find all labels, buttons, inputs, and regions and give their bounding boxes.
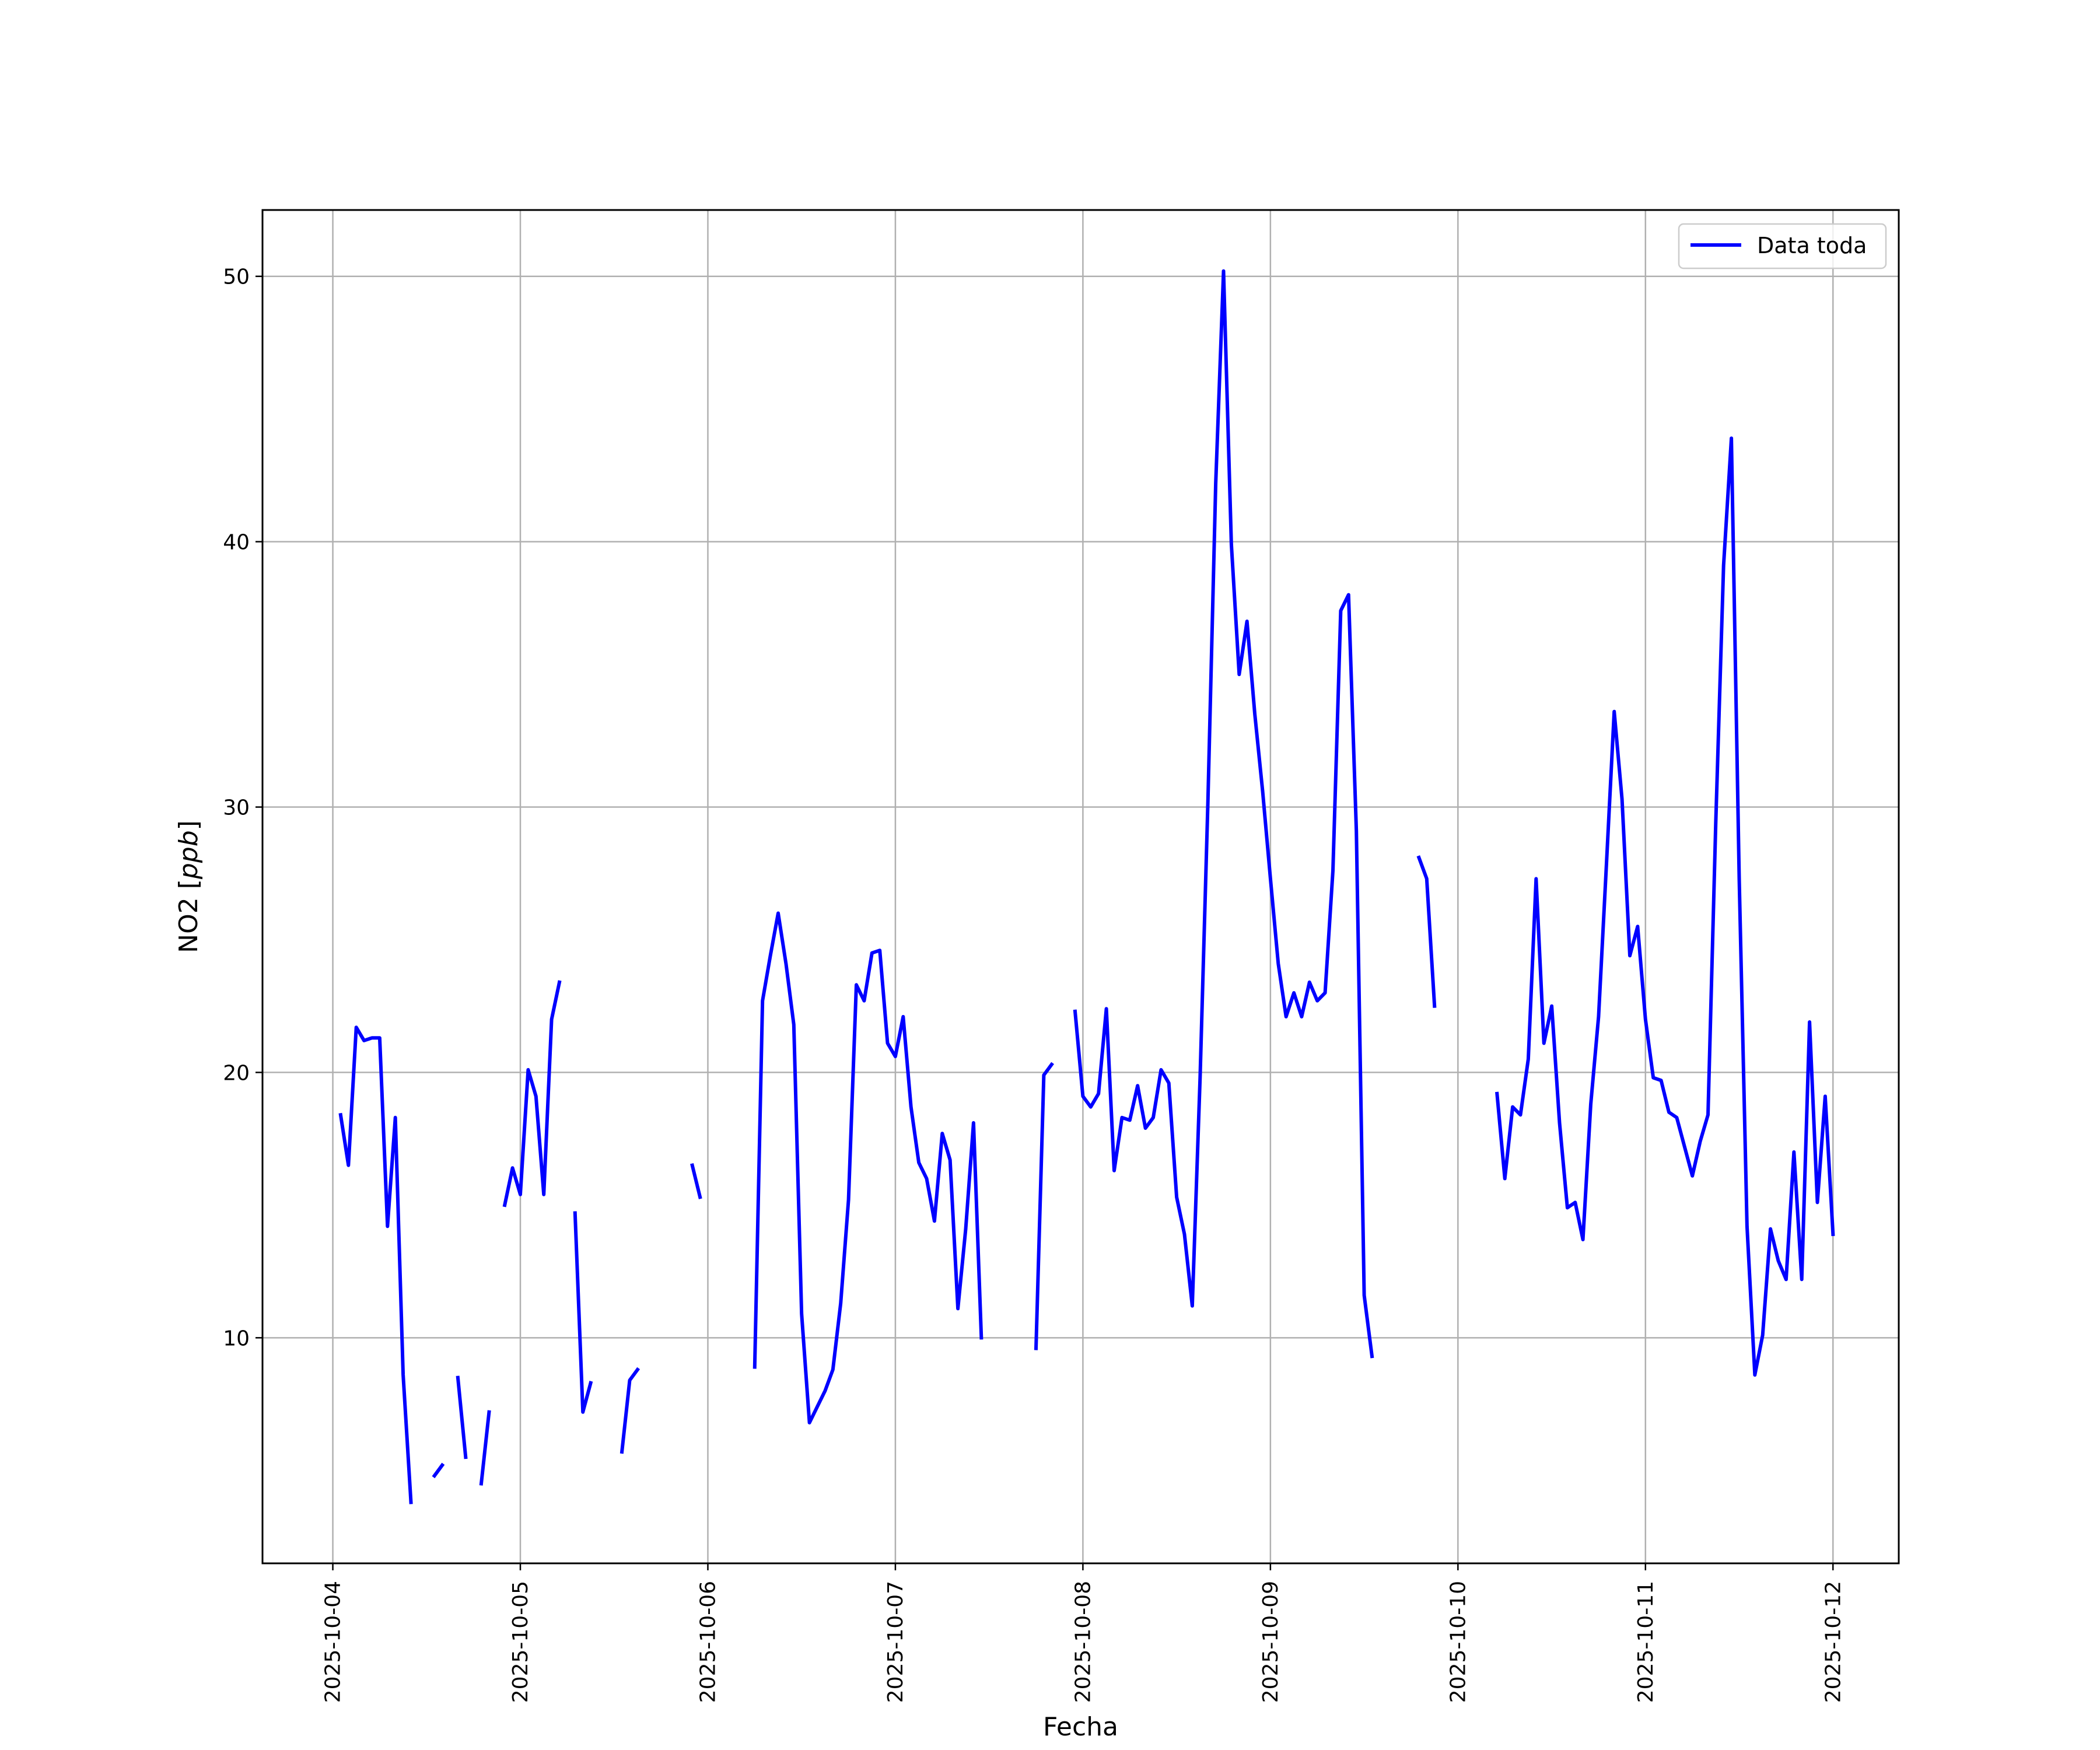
series-segment: [1416, 855, 1437, 1008]
y-axis-label-unit: ppb: [174, 830, 204, 880]
legend: Data toda: [1678, 223, 1887, 270]
series-segment: [1495, 436, 1835, 1377]
y-axis-label-end: ]: [174, 820, 204, 830]
y-axis-label-main: NO2 [: [174, 879, 204, 953]
x-axis-label: Fecha: [1043, 1712, 1118, 1742]
x-tick-label: 2025-10-06: [696, 1581, 720, 1703]
x-tick-label: 2025-10-09: [1259, 1581, 1283, 1703]
y-tick-label: 30: [223, 796, 250, 820]
series-segment: [1073, 269, 1374, 1359]
x-tick-label: 2025-10-07: [884, 1581, 908, 1703]
series-segment: [502, 980, 562, 1208]
series-segment: [573, 1211, 593, 1414]
y-axis-label: NO2 [ppb]: [174, 820, 204, 953]
legend-box: [1678, 223, 1887, 270]
x-tick-label: 2025-10-04: [321, 1581, 345, 1703]
y-tick-label: 40: [223, 531, 250, 555]
ticks: 2025-10-04 2025-10-05 2025-10-06 2025-10-07…: [223, 265, 1845, 1703]
x-tick-label: 2025-10-12: [1821, 1581, 1845, 1703]
series-segment: [620, 1367, 640, 1454]
y-tick-label: 50: [223, 265, 250, 289]
legend-label: Data toda: [1757, 233, 1867, 258]
x-tick-label: 2025-10-10: [1446, 1581, 1470, 1703]
series-layer: [338, 269, 1835, 1504]
x-tick-label: 2025-10-08: [1071, 1581, 1095, 1703]
x-tick-label: 2025-10-05: [509, 1581, 533, 1703]
x-tick-label: 2025-10-11: [1634, 1581, 1658, 1703]
series-segment: [432, 1462, 445, 1479]
plot-frame: [261, 209, 1900, 1564]
series-segment: [456, 1376, 468, 1460]
series-segment: [338, 1026, 413, 1504]
series-segment: [690, 1163, 702, 1199]
series-segment: [752, 911, 984, 1424]
y-tick-label: 10: [223, 1326, 250, 1350]
series-segment: [1034, 1062, 1054, 1350]
y-tick-label: 20: [223, 1061, 250, 1085]
series-segment: [479, 1410, 491, 1486]
